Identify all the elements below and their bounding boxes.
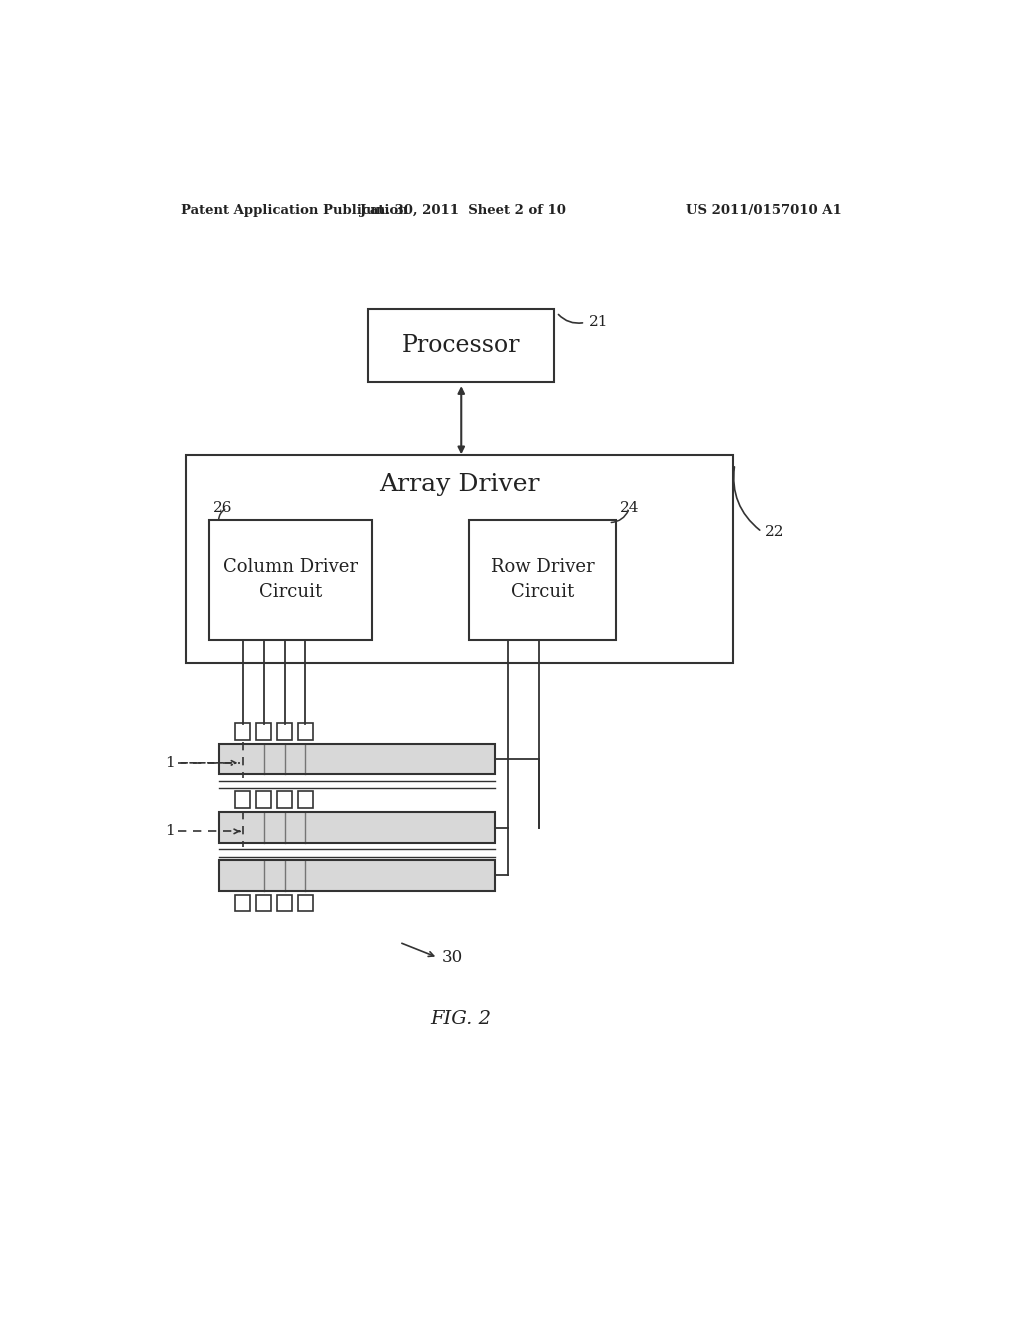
Bar <box>256 895 271 911</box>
Bar <box>276 792 292 808</box>
Bar <box>298 723 313 739</box>
Bar <box>469 520 616 640</box>
Text: Column Driver
Circuit: Column Driver Circuit <box>223 558 358 602</box>
Text: 24: 24 <box>621 502 640 515</box>
Bar <box>209 520 372 640</box>
Bar <box>219 859 495 891</box>
Bar <box>234 895 251 911</box>
Text: Jun. 30, 2011  Sheet 2 of 10: Jun. 30, 2011 Sheet 2 of 10 <box>359 205 565 218</box>
Text: 30: 30 <box>442 949 463 966</box>
Bar <box>234 792 251 808</box>
Text: Row Driver
Circuit: Row Driver Circuit <box>490 558 595 602</box>
Bar <box>298 792 313 808</box>
Bar <box>276 723 292 739</box>
Text: 1: 1 <box>165 756 174 770</box>
Bar <box>256 723 271 739</box>
Text: Patent Application Publication: Patent Application Publication <box>180 205 408 218</box>
Bar <box>219 743 495 775</box>
Bar <box>256 792 271 808</box>
Text: 26: 26 <box>213 502 232 515</box>
Bar <box>369 309 554 381</box>
Text: 1: 1 <box>165 825 174 838</box>
Bar <box>234 723 251 739</box>
Text: Array Driver: Array Driver <box>379 473 540 495</box>
Text: 21: 21 <box>589 315 608 330</box>
Text: FIG. 2: FIG. 2 <box>431 1010 492 1028</box>
Bar <box>186 455 732 663</box>
Text: 22: 22 <box>765 525 784 539</box>
Text: US 2011/0157010 A1: US 2011/0157010 A1 <box>686 205 842 218</box>
Bar <box>298 895 313 911</box>
Text: Processor: Processor <box>402 334 520 356</box>
Bar <box>276 895 292 911</box>
Bar <box>219 812 495 843</box>
